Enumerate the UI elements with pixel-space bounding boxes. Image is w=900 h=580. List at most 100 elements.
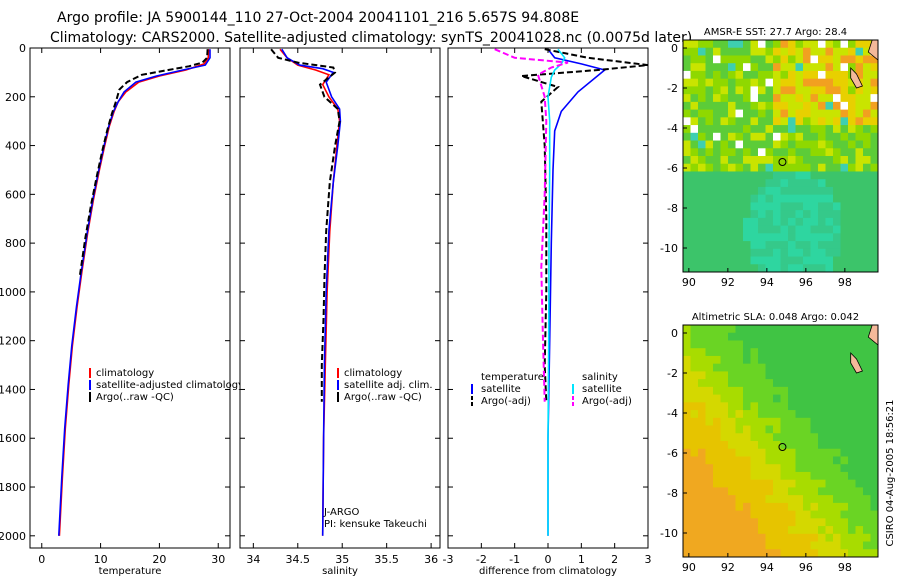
sla-map-cell — [818, 340, 827, 349]
sla-map-cell — [818, 402, 827, 411]
figure-title-line-1: Argo profile: JA 5900144_110 27-Oct-2004… — [57, 10, 580, 26]
sst-map-cell — [728, 101, 737, 111]
sla-map-cell — [698, 526, 707, 535]
sla-map-cell — [848, 502, 857, 512]
sst-map-cell — [780, 225, 789, 234]
sla-map-cell — [863, 332, 872, 342]
sla-map-cell — [765, 386, 774, 396]
sst-map-cell — [758, 202, 767, 211]
sla-map-cell — [735, 433, 744, 442]
sst-map-cell — [825, 264, 834, 272]
sla-map-cell — [780, 425, 789, 434]
sst-map-cell — [780, 109, 789, 118]
sst-map-cell — [870, 55, 878, 64]
sst-map-cell — [713, 40, 722, 49]
sst-map-cell — [848, 225, 857, 234]
sst-map-cell — [773, 70, 782, 80]
sst-map-cell — [788, 217, 797, 227]
sst-map-cell — [833, 163, 842, 173]
sla-map-cell — [848, 533, 857, 543]
sst-map-cell — [758, 78, 767, 87]
sst-map-cell — [863, 70, 872, 80]
sla-map-cell — [855, 425, 864, 434]
sla-map-cell — [810, 533, 819, 543]
sst-map-cell — [803, 202, 812, 211]
sst-map-cell — [833, 171, 842, 180]
sst-map-cell — [803, 47, 812, 57]
sst-map-cell — [728, 86, 737, 95]
sla-map-cell — [750, 471, 759, 481]
sla-map-cell — [833, 479, 842, 488]
sla-map-cell — [810, 379, 819, 388]
sla-map-cell — [818, 379, 827, 388]
sst-map-cell — [728, 63, 737, 72]
sst-map-cell — [803, 78, 812, 87]
sst-map-cell — [683, 94, 692, 103]
sst-map-cell — [705, 117, 714, 126]
sst-map-cell — [728, 225, 737, 234]
sst-map-cell — [713, 55, 722, 64]
sst-map-cell — [810, 125, 819, 134]
sst-map-cell — [870, 63, 878, 72]
sst-map-cell — [870, 225, 878, 234]
sla-map-cell — [833, 325, 842, 334]
sla-map-cell — [765, 402, 774, 411]
sla-map-cell — [698, 348, 707, 357]
sst-map-cell — [863, 40, 872, 49]
sst-map-cell — [825, 109, 834, 118]
sst-map-cell — [743, 132, 752, 142]
sla-map-cell — [698, 394, 707, 403]
sst-map-cell — [720, 264, 729, 272]
sla-map-cell — [810, 518, 819, 527]
salinity-panel: 34 34.5 35 35.5 36salinityclimatologysatelli… — [239, 47, 441, 577]
sla-map-cell — [810, 526, 819, 535]
sla-map-cell — [848, 371, 857, 380]
sst-map-cell — [758, 241, 767, 250]
sst-map-cell — [720, 186, 729, 196]
sla-map-cell — [825, 479, 834, 488]
sst-map-cell — [848, 94, 857, 103]
sla-map-cell — [863, 348, 872, 357]
sla-map-cell — [750, 425, 759, 434]
sst-map-cell — [728, 55, 737, 64]
sla-map-cell — [848, 518, 857, 527]
sla-map-cell — [765, 518, 774, 527]
sla-map-cell — [683, 386, 692, 396]
sst-map-cell — [705, 63, 714, 72]
sla-map-cell — [780, 479, 789, 488]
sst-map-cell — [840, 186, 849, 196]
sst-map-cell — [698, 148, 707, 157]
sst-map-cell — [848, 125, 857, 134]
sst-map-cell — [855, 171, 864, 180]
sst-map-cell — [758, 186, 767, 196]
sla-map-cell — [855, 502, 864, 512]
sla-map-cell — [758, 479, 767, 488]
sla-map-cell — [870, 402, 878, 411]
sla-map-cell — [758, 510, 767, 519]
sst-map-cell — [825, 210, 834, 219]
sst-map-cell — [795, 40, 804, 49]
sst-map-cell — [690, 264, 699, 272]
sst-map-cell — [788, 163, 797, 173]
sla-map-cell — [803, 549, 812, 557]
sla-map-cell — [810, 541, 819, 550]
sla-map-cell — [795, 410, 804, 419]
sst-map-cell — [825, 256, 834, 265]
sla-map-cell — [735, 355, 744, 365]
sla-map-cell — [698, 518, 707, 527]
sst-map-cell — [825, 86, 834, 95]
sst-map-cell — [683, 86, 692, 95]
sla-map-cell — [743, 541, 752, 550]
sla-map-cell — [683, 425, 692, 434]
sst-map-cell — [720, 156, 729, 165]
sst-map-cell — [765, 94, 774, 103]
sst-map-cell — [690, 47, 699, 57]
sst-map-cell — [788, 140, 797, 149]
sla-map-cell — [825, 510, 834, 519]
sst-map-cell — [825, 156, 834, 165]
sst-map-cell — [833, 63, 842, 72]
sst-map-cell — [833, 40, 842, 49]
sla-map-cell — [735, 518, 744, 527]
sst-map-cell — [758, 117, 767, 126]
